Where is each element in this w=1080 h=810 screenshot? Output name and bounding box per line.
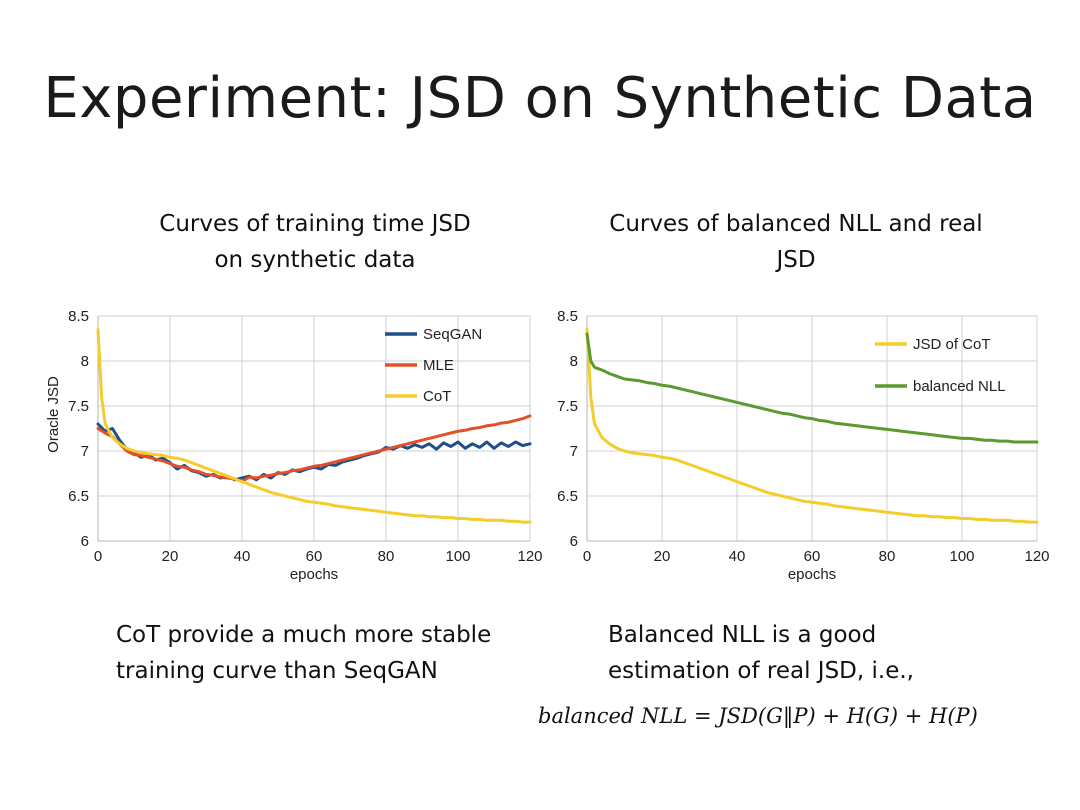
legend-label: JSD of CoT — [913, 336, 991, 353]
balanced-nll-formula: balanced NLL = JSD(G‖P) + H(G) + H(P) — [538, 704, 978, 728]
y-tick-label: 7 — [81, 443, 89, 460]
x-tick-label: 80 — [378, 548, 395, 565]
y-tick-label: 6 — [81, 533, 89, 550]
x-tick-label: 60 — [306, 548, 323, 565]
x-tick-label: 20 — [654, 548, 671, 565]
right-caption-line-2: estimation of real JSD, i.e., — [608, 658, 914, 684]
series-line-jsd-of-cot — [585, 328, 1039, 524]
slide-title: Experiment: JSD on Synthetic Data — [43, 66, 1037, 131]
x-tick-label: 0 — [94, 548, 102, 565]
x-tick-label: 0 — [583, 548, 591, 565]
legend-label: balanced NLL — [913, 378, 1006, 395]
y-tick-label: 6.5 — [557, 488, 578, 505]
x-tick-label: 120 — [1024, 548, 1049, 565]
left-caption: CoT provide a much more stable training … — [116, 617, 556, 689]
x-tick-label: 100 — [949, 548, 974, 565]
x-axis-label: epochs — [290, 566, 338, 583]
y-tick-label: 8.5 — [557, 308, 578, 325]
x-tick-label: 80 — [879, 548, 896, 565]
x-tick-label: 100 — [445, 548, 470, 565]
series-line-mle — [96, 414, 532, 484]
y-tick-label: 6.5 — [68, 488, 89, 505]
series-line-cot — [96, 328, 532, 524]
right-caption-line-1: Balanced NLL is a good — [608, 622, 877, 648]
x-axis-label: epochs — [788, 566, 836, 583]
x-tick-label: 120 — [517, 548, 542, 565]
right-caption: Balanced NLL is a good estimation of rea… — [608, 617, 1048, 689]
y-tick-label: 8 — [81, 353, 89, 370]
left-chart: 0 20 40 60 80 100 120 6 6.5 7 7.5 8 8.5 epochs Oracle … — [45, 308, 543, 583]
left-subtitle-line-1: Curves of training time JSD — [159, 211, 471, 237]
x-tick-label: 40 — [729, 548, 746, 565]
x-tick-label: 40 — [234, 548, 251, 565]
y-tick-label: 6 — [570, 533, 578, 550]
right-subtitle-line-2: JSD — [776, 247, 816, 273]
y-tick-label: 8.5 — [68, 308, 89, 325]
left-chart-subtitle: Curves of training time JSD on synthetic… — [110, 206, 520, 278]
legend-label: SeqGAN — [423, 326, 482, 343]
legend-label: CoT — [423, 388, 451, 405]
y-tick-label: 7.5 — [68, 398, 89, 415]
right-chart: 0 20 40 60 80 100 120 6 6.5 7 7.5 8 8.5 epochs JSD of … — [557, 308, 1049, 583]
y-tick-label: 7 — [570, 443, 578, 460]
legend-label: MLE — [423, 357, 454, 374]
y-tick-label: 8 — [570, 353, 578, 370]
right-chart-subtitle: Curves of balanced NLL and real JSD — [580, 206, 1012, 278]
y-tick-label: 7.5 — [557, 398, 578, 415]
y-axis-label: Oracle JSD — [45, 376, 62, 453]
x-tick-label: 20 — [162, 548, 179, 565]
left-caption-line-2: training curve than SeqGAN — [116, 658, 438, 684]
left-caption-line-1: CoT provide a much more stable — [116, 622, 492, 648]
x-tick-label: 60 — [804, 548, 821, 565]
right-subtitle-line-1: Curves of balanced NLL and real — [609, 211, 983, 237]
series-line-balanced-nll — [585, 332, 1039, 444]
left-subtitle-line-2: on synthetic data — [214, 247, 416, 273]
